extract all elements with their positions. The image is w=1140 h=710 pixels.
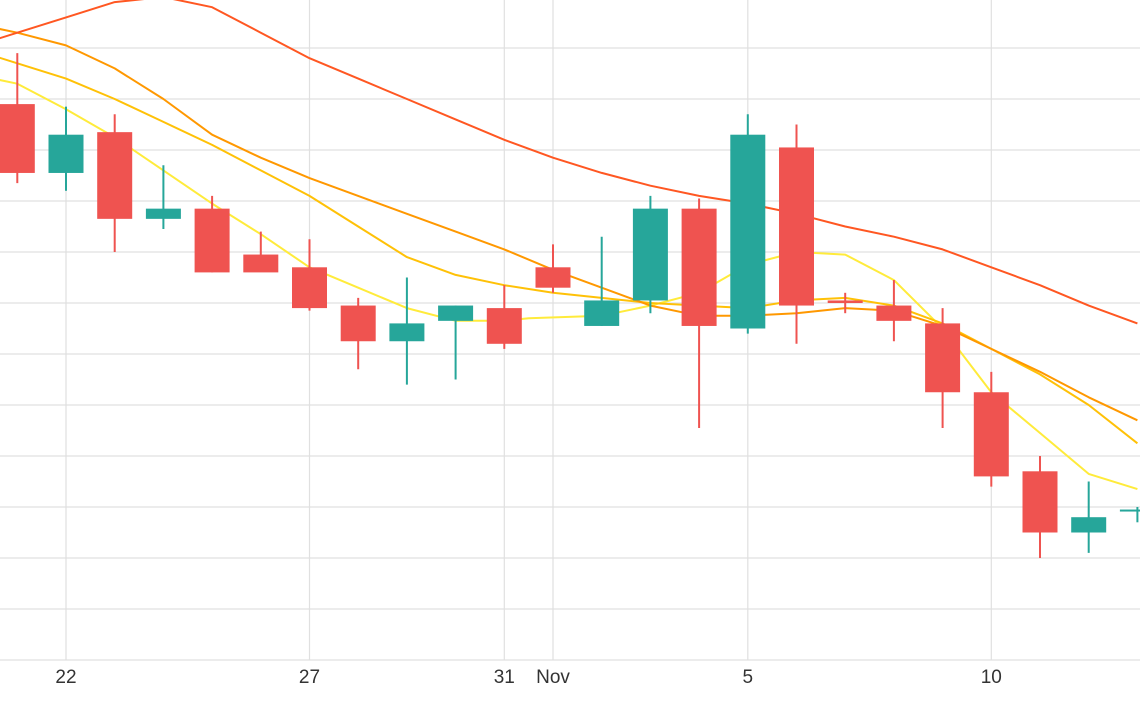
candle	[97, 114, 133, 252]
grid-lines	[0, 0, 1140, 661]
candle	[389, 277, 425, 385]
candle-body	[145, 208, 181, 219]
candle	[340, 297, 376, 370]
candle	[1022, 456, 1058, 558]
candle-body	[97, 132, 133, 219]
x-tick-label: 27	[299, 667, 320, 688]
candle-body	[194, 208, 230, 273]
candle	[194, 195, 230, 273]
candle	[876, 280, 912, 342]
candle	[779, 124, 814, 344]
candle	[1071, 481, 1107, 553]
candle	[0, 53, 35, 184]
candle-body	[243, 254, 279, 273]
candles	[0, 53, 1140, 558]
candle-body	[292, 267, 327, 309]
candle	[973, 371, 1009, 487]
moving-average-line-4	[0, 0, 1138, 325]
x-tick-label: 10	[981, 667, 1002, 688]
candle-body	[0, 104, 35, 173]
candle-body	[973, 392, 1009, 477]
candle	[730, 114, 766, 334]
candle-body	[438, 305, 474, 321]
candle-body	[389, 323, 425, 342]
candle	[681, 198, 717, 428]
moving-average-line-2	[0, 56, 1139, 445]
candle	[438, 305, 474, 380]
candle	[1119, 507, 1140, 523]
candle	[827, 292, 863, 314]
candle-body	[1071, 517, 1107, 533]
candle-body	[925, 323, 961, 393]
candle-body	[779, 147, 814, 306]
candle-body	[876, 305, 912, 321]
candle	[925, 308, 961, 428]
candle-body	[827, 300, 863, 303]
x-tick-label: Nov	[536, 667, 570, 688]
candle	[632, 195, 668, 314]
candle	[145, 165, 181, 230]
candle-body	[1022, 471, 1058, 533]
candle-body	[486, 308, 522, 344]
x-tick-label: 31	[494, 667, 515, 688]
candle-body	[730, 134, 766, 329]
x-axis: 222731Nov51014	[55, 667, 1002, 688]
candle-body	[681, 208, 717, 326]
candle	[292, 239, 327, 311]
candle	[243, 231, 279, 273]
candle-body	[340, 305, 376, 342]
x-tick-label: 22	[55, 667, 76, 688]
x-tick-label: 5	[743, 667, 754, 688]
candle	[48, 106, 84, 191]
candle	[584, 236, 620, 326]
candle-body	[1119, 509, 1140, 512]
candle-body	[584, 300, 620, 326]
candle-body	[632, 208, 668, 301]
candle	[535, 244, 571, 293]
candle	[486, 285, 522, 349]
moving-average-lines	[0, 0, 1139, 491]
candle-body	[48, 134, 84, 173]
candle-body	[535, 267, 571, 288]
